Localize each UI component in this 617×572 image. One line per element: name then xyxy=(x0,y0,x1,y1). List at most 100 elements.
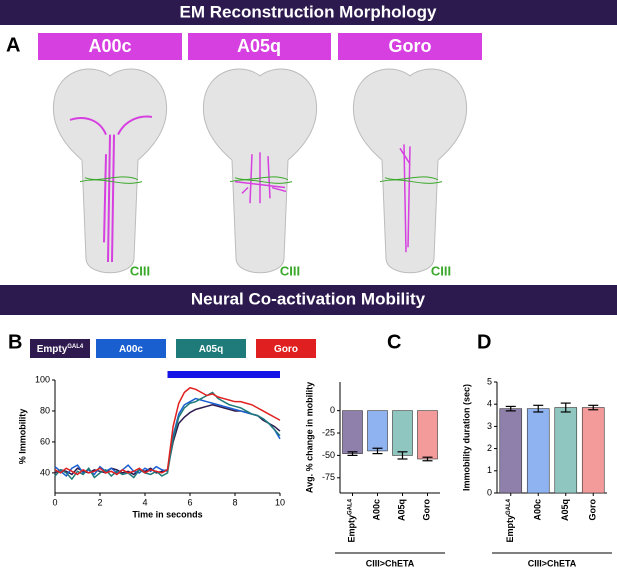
x-tick-label: A05q xyxy=(560,499,570,521)
y-tick-label: -50 xyxy=(322,450,335,460)
ciii-arbor xyxy=(379,176,443,184)
neuron-name: A05q xyxy=(237,36,281,56)
legend-label-main: Goro xyxy=(274,344,298,355)
x-tick-label: 8 xyxy=(232,497,237,507)
x-tick-label-main: Empty xyxy=(505,515,515,543)
legend-label-main: A05q xyxy=(199,344,223,355)
y-tick-label: 0 xyxy=(330,405,335,415)
x-tick-label: 10 xyxy=(275,497,285,507)
error-bar xyxy=(347,451,358,457)
x-tick-label: Goro xyxy=(588,498,598,520)
x-tick-label: 2 xyxy=(97,497,102,507)
x-tick-label: EmptyGAL4 xyxy=(347,498,357,542)
legend-label: A05q xyxy=(199,344,223,355)
legend-label-superscript: GAL4 xyxy=(67,344,84,350)
x-tick-label-main: A00c xyxy=(533,499,543,521)
panel-label: D xyxy=(477,331,491,353)
legend-swatch xyxy=(96,339,166,358)
y-tick-label: 80 xyxy=(40,405,50,415)
x-axis-label: CIII>ChETA xyxy=(366,558,415,568)
y-tick-label: 4 xyxy=(487,399,492,409)
series-line xyxy=(54,391,281,481)
x-tick-label: A00c xyxy=(372,499,382,521)
neuron-tab xyxy=(38,33,182,60)
y-tick-label: -25 xyxy=(322,427,335,437)
error-bar xyxy=(422,456,433,462)
banner-bg xyxy=(0,285,617,315)
x-tick-label: EmptyGAL4 xyxy=(505,498,515,542)
banner-title: Neural Co-activation Mobility xyxy=(191,289,426,308)
x-tick-label-main: A05q xyxy=(397,499,407,521)
x-tick-label-superscript: GAL4 xyxy=(347,498,353,515)
ciii-label: CIII xyxy=(431,263,451,278)
legend-swatch xyxy=(176,339,246,358)
neuron-tab xyxy=(338,33,482,60)
legend-label-main: A00c xyxy=(119,344,143,355)
x-tick-label: 4 xyxy=(142,497,147,507)
error-bar xyxy=(560,402,571,413)
x-tick-label: Goro xyxy=(422,498,432,520)
stimulus-bar xyxy=(167,371,280,378)
x-tick-label: A00c xyxy=(533,499,543,521)
x-tick-label-main: A05q xyxy=(560,499,570,521)
y-tick-label: 5 xyxy=(487,376,492,386)
bar xyxy=(581,407,605,494)
banner-title: EM Reconstruction Morphology xyxy=(180,2,437,21)
y-axis-label: Immobility duration (sec) xyxy=(461,384,471,491)
x-axis-label: Time in seconds xyxy=(132,509,202,519)
neuron-tab xyxy=(188,33,331,60)
y-tick-label: -75 xyxy=(322,472,335,482)
morphology xyxy=(202,68,318,274)
bar xyxy=(392,410,413,456)
y-tick-label: 0 xyxy=(487,487,492,497)
y-tick-label: 3 xyxy=(487,421,492,431)
x-tick-label: 6 xyxy=(187,497,192,507)
bar xyxy=(554,407,578,494)
x-tick-label-superscript: GAL4 xyxy=(505,498,511,515)
x-tick-label-main: Goro xyxy=(588,498,598,520)
x-tick-label-main: Goro xyxy=(422,498,432,520)
neuron-name: Goro xyxy=(389,36,432,56)
neuron-arbor xyxy=(399,144,411,253)
neuron-name: A00c xyxy=(88,36,131,56)
x-tick-label: 0 xyxy=(52,497,57,507)
ciii-label: CIII xyxy=(280,263,300,278)
ciii-arbor xyxy=(79,176,143,184)
error-bar xyxy=(588,404,599,411)
y-tick-label: 1 xyxy=(487,465,492,475)
panel-label: B xyxy=(8,331,22,353)
x-tick-label-main: Empty xyxy=(347,515,357,543)
banner-bg xyxy=(0,0,617,25)
y-axis-label: % Immobility xyxy=(17,409,27,465)
y-axis-label: Avg. % change in mobility xyxy=(304,382,314,493)
bar xyxy=(499,408,523,494)
x-tick-label: A05q xyxy=(397,499,407,521)
x-tick-label-main: A00c xyxy=(372,499,382,521)
error-bar xyxy=(533,404,544,413)
bar xyxy=(526,408,550,494)
morphology xyxy=(352,68,468,274)
y-tick-label: 2 xyxy=(487,443,492,453)
series-line xyxy=(54,386,281,476)
morphology xyxy=(52,68,168,274)
error-bar xyxy=(397,451,408,460)
error-bar xyxy=(505,405,516,412)
neuron-arbor xyxy=(69,115,153,263)
legend-label-main: Empty xyxy=(37,344,68,355)
legend-label: EmptyGAL4 xyxy=(37,344,84,355)
ciii-label: CIII xyxy=(130,263,150,278)
y-tick-label: 100 xyxy=(35,374,50,384)
bar xyxy=(342,410,363,454)
panel-label: C xyxy=(387,331,401,353)
ciii-arbor xyxy=(229,176,293,184)
legend-label: Goro xyxy=(274,344,298,355)
legend-swatch xyxy=(30,339,90,358)
y-tick-label: 60 xyxy=(40,436,50,446)
y-tick-label: 40 xyxy=(40,467,50,477)
panel-label: A xyxy=(6,34,20,56)
legend-swatch xyxy=(256,339,316,358)
legend-label: A00c xyxy=(119,344,143,355)
bar xyxy=(417,410,438,460)
x-axis-label: CIII>ChETA xyxy=(528,558,577,568)
